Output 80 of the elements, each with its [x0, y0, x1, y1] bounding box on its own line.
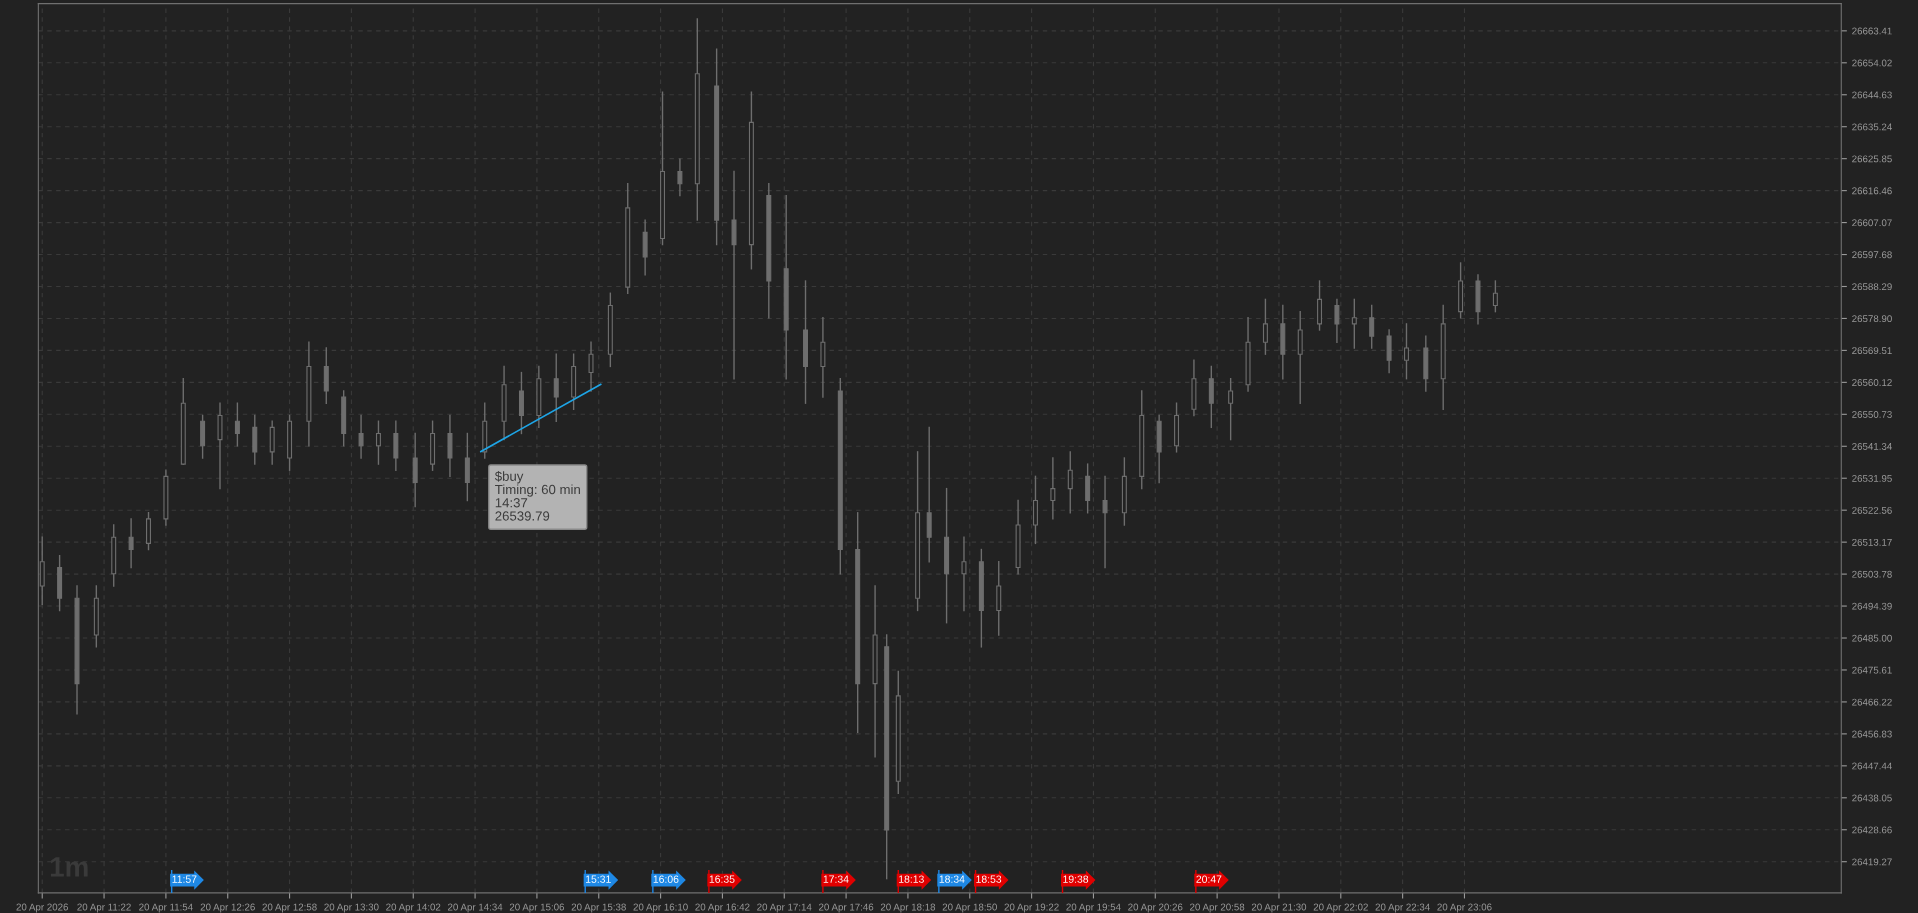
y-tick-label: 26578.90	[1852, 315, 1892, 323]
candlestick	[961, 536, 967, 612]
y-tick-label: 26531.95	[1852, 474, 1892, 482]
candlestick	[1102, 475, 1108, 569]
ref-line-label: 19:38	[1063, 875, 1089, 883]
y-tick-label: 26550.73	[1852, 411, 1892, 418]
x-tick-label: 20 Apr 22:02	[1313, 903, 1368, 913]
y-tick-label: 26588.29	[1852, 283, 1892, 291]
ref-line-label: 18:13	[899, 875, 924, 883]
ref-line-label: 15:31	[586, 875, 611, 883]
y-tick-label: 26616.46	[1852, 187, 1892, 195]
candlestick	[1050, 457, 1056, 520]
ref-line-label: 17:34	[823, 875, 849, 883]
x-tick-label: 20 Apr 11:54	[139, 903, 193, 913]
y-tick-label: 26503.78	[1852, 570, 1892, 578]
x-tick-label: 20 Apr 23:06	[1437, 903, 1492, 913]
y-tick-label: 26597.68	[1852, 251, 1892, 259]
ref-line-label: 11:57	[172, 875, 197, 883]
x-tick-label: 20 Apr 15:38	[571, 903, 626, 913]
x-tick-label: 20 Apr 19:22	[1004, 903, 1059, 913]
candlestick	[588, 341, 594, 392]
x-tick-label: 20 Apr 22:34	[1375, 903, 1430, 913]
x-tick-label: 20 Apr 17:46	[819, 903, 874, 913]
ref-line-label: 16:35	[709, 875, 735, 883]
x-tick-label: 20 Apr 11:22	[77, 903, 131, 913]
candlestick	[1228, 377, 1234, 441]
y-tick-label: 26522.56	[1852, 506, 1892, 514]
candlestick	[358, 414, 364, 459]
candlestick	[1334, 298, 1340, 343]
x-tick-label: 20 Apr 14:02	[386, 903, 441, 913]
y-tick-label: 26635.24	[1852, 123, 1892, 131]
y-tick-label: 26475.61	[1852, 666, 1892, 674]
candlestick	[1262, 298, 1268, 355]
y-tick-label: 26485.00	[1852, 634, 1892, 642]
x-tick-label: 20 Apr 15:06	[509, 903, 565, 913]
x-tick-label: 20 Apr 20:58	[1190, 903, 1245, 913]
ref-line-label: 20:47	[1196, 875, 1222, 883]
y-tick-label: 26663.41	[1852, 27, 1892, 35]
y-tick-label: 26625.85	[1852, 155, 1892, 163]
x-tick-label: 20 Apr 14:34	[448, 903, 503, 913]
ref-line-label: 16:06	[653, 875, 679, 883]
candlestick	[375, 420, 381, 465]
candlestick	[128, 518, 134, 569]
x-tick-label: 20 Apr 21:30	[1251, 903, 1307, 913]
candlestick	[1404, 323, 1409, 380]
x-tick-label: 20 Apr 19:54	[1066, 903, 1121, 913]
y-tick-label: 26494.39	[1852, 602, 1892, 610]
y-tick-label: 26654.02	[1852, 59, 1892, 67]
x-tick-label: 20 Apr 20:26	[1128, 903, 1183, 913]
y-tick-label: 26447.44	[1852, 762, 1892, 770]
y-tick-label: 26569.51	[1852, 347, 1892, 355]
x-tick-label: 20 Apr 16:42	[695, 903, 750, 913]
candlestick	[1369, 304, 1375, 349]
candlestick	[1067, 451, 1073, 514]
y-tick-label: 26456.83	[1852, 730, 1892, 738]
y-tick-label: 26560.12	[1852, 379, 1892, 386]
y-tick-label: 26644.63	[1852, 91, 1892, 99]
x-tick-label: 20 Apr 2026	[16, 903, 69, 913]
x-tick-label: 20 Apr 18:50	[942, 903, 997, 913]
annotation: $buy Timing: 60 min 14:37 26539.79	[494, 470, 580, 521]
x-tick-label: 20 Apr 16:10	[633, 903, 688, 913]
x-tick-label: 20 Apr 13:30	[324, 903, 379, 913]
ref-line-label: 18:53	[976, 875, 1002, 883]
ref-line-label: 18:34	[939, 875, 965, 883]
x-tick-label: 20 Apr 12:58	[262, 903, 317, 913]
x-tick-label: 20 Apr 12:26	[200, 903, 255, 913]
candlestick	[1351, 298, 1357, 349]
candlestick	[234, 402, 240, 447]
x-tick-label: 20 Apr 18:18	[880, 903, 936, 913]
y-tick-label: 26466.22	[1852, 698, 1892, 706]
y-tick-label: 26428.66	[1852, 826, 1892, 834]
y-tick-label: 26607.07	[1852, 219, 1892, 227]
y-tick-label: 26419.27	[1852, 858, 1892, 866]
y-tick-label: 26513.17	[1852, 538, 1892, 546]
y-tick-label: 26541.34	[1852, 443, 1892, 450]
y-tick-label: 26438.05	[1852, 794, 1892, 802]
x-tick-label: 20 Apr 17:14	[757, 903, 812, 913]
candlestick	[1492, 280, 1498, 313]
candlestick	[677, 158, 683, 197]
candlestick	[553, 353, 559, 422]
